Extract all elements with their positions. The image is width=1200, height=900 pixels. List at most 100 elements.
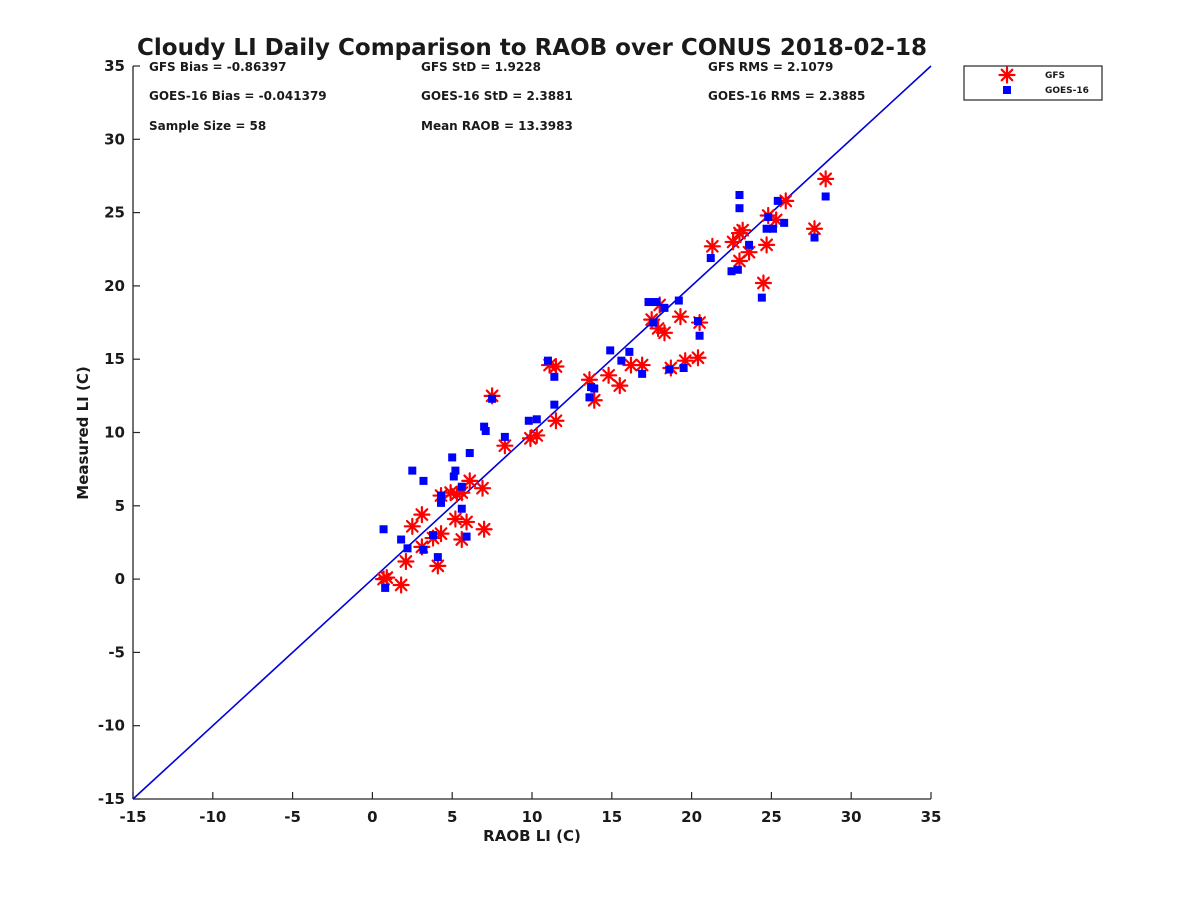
gfs-point — [473, 479, 492, 497]
gfs-point — [528, 426, 546, 445]
x-tick-label: 0 — [367, 808, 377, 826]
legend-label-goes16: GOES-16 — [1045, 86, 1089, 96]
stats-annotations: GFS Bias = -0.86397 GFS StD = 1.9228 GFS… — [149, 60, 865, 133]
goes16-point — [652, 298, 661, 307]
gfs-point — [600, 366, 618, 384]
data-points — [374, 170, 835, 594]
goes16-point — [768, 224, 777, 233]
goes16-point — [465, 449, 474, 458]
goes16-point — [590, 384, 599, 393]
x-tick-label: 25 — [761, 808, 782, 826]
goes16-point — [757, 293, 766, 302]
goes16-point — [419, 476, 428, 485]
goes16-point — [617, 356, 626, 365]
goes16-point — [457, 482, 466, 491]
x-ticks: -15 -10 -5 0 5 10 15 20 25 30 35 — [119, 792, 941, 826]
goes16-point — [727, 267, 736, 276]
y-tick-label: -10 — [98, 717, 125, 735]
x-tick-label: 15 — [601, 808, 622, 826]
stat-gfs-rms: GFS RMS = 2.1079 — [708, 60, 833, 74]
reference-line — [132, 65, 932, 800]
gfs-point — [611, 376, 629, 395]
x-tick-label: 35 — [921, 808, 942, 826]
goes16-point — [649, 318, 658, 327]
stat-goes-std: GOES-16 StD = 2.3881 — [421, 89, 573, 103]
x-tick-label: -15 — [119, 808, 146, 826]
goes16-point — [429, 531, 438, 540]
gfs-point — [378, 569, 396, 587]
gfs-point — [392, 576, 410, 594]
goes16-point — [764, 212, 773, 221]
goes16-point — [625, 347, 634, 356]
x-axis-label: RAOB LI (C) — [483, 827, 581, 845]
y-tick-label: -15 — [98, 790, 125, 808]
gfs-point — [496, 437, 514, 455]
y-tick-label: 25 — [104, 204, 125, 222]
gfs-point — [413, 505, 431, 524]
goes16-point — [419, 545, 428, 554]
goes16-point — [462, 532, 471, 541]
goes16-point — [437, 491, 446, 500]
goes16-point — [488, 394, 497, 403]
legend: GFS GOES-16 — [963, 65, 1103, 101]
y-tick-label: 0 — [115, 570, 125, 588]
gfs-point — [754, 274, 773, 292]
gfs-point — [655, 324, 674, 342]
goes16-point — [745, 240, 754, 249]
goes16-point — [644, 298, 653, 307]
goes16-point — [403, 544, 412, 553]
gfs-point — [547, 412, 565, 430]
y-axis-label: Measured LI (C) — [74, 366, 92, 499]
goes16-point — [638, 369, 647, 378]
x-tick-label: 20 — [681, 808, 702, 826]
y-ticks: -15 -10 -5 0 5 10 15 20 25 30 35 — [98, 57, 140, 808]
goes16-point — [762, 224, 771, 233]
gfs-point — [446, 510, 464, 528]
x-tick-label: -5 — [284, 808, 301, 826]
gfs-point — [817, 170, 835, 188]
goes16-point — [773, 196, 782, 205]
gfs-point — [758, 236, 776, 254]
legend-asterisk-icon — [998, 66, 1016, 84]
goes16-point — [543, 356, 552, 365]
y-tick-label: 15 — [104, 350, 125, 368]
goes16-point — [457, 504, 466, 513]
goes16-point — [524, 416, 533, 425]
goes16-point — [665, 365, 674, 374]
legend-marker-gfs — [998, 66, 1016, 84]
goes16-point — [585, 393, 594, 402]
gfs-point — [547, 357, 565, 376]
x-tick-label: 10 — [522, 808, 543, 826]
stat-goes-rms: GOES-16 RMS = 2.3885 — [708, 89, 865, 103]
goes16-point — [433, 553, 442, 562]
gfs-point — [475, 520, 493, 538]
stat-gfs-std: GFS StD = 1.9228 — [421, 60, 541, 74]
gfs-point — [461, 472, 479, 490]
gfs-point — [805, 220, 824, 238]
gfs-point — [734, 221, 752, 239]
y-tick-label: -5 — [108, 643, 125, 661]
stat-goes-bias: GOES-16 Bias = -0.041379 — [149, 89, 327, 103]
goes16-point — [451, 466, 460, 475]
goes16-point — [437, 498, 446, 507]
goes16-point — [381, 583, 390, 592]
goes16-point — [780, 218, 789, 227]
legend-box — [963, 65, 1103, 101]
y-tick-label: 30 — [104, 130, 125, 148]
gfs-point — [777, 192, 795, 210]
series-gfs — [374, 170, 835, 594]
goes16-point — [408, 466, 417, 475]
x-tick-label: -10 — [199, 808, 226, 826]
goes16-point — [397, 535, 406, 544]
gfs-point — [703, 237, 721, 255]
goes16-point — [674, 296, 683, 305]
goes16-point — [448, 453, 457, 462]
gfs-point — [397, 552, 415, 571]
stat-gfs-bias: GFS Bias = -0.86397 — [149, 60, 286, 74]
goes16-point — [821, 192, 830, 201]
goes16-point — [500, 432, 509, 441]
series-goes-16 — [379, 191, 830, 592]
goes16-point — [679, 363, 688, 372]
goes16-point — [733, 265, 742, 274]
